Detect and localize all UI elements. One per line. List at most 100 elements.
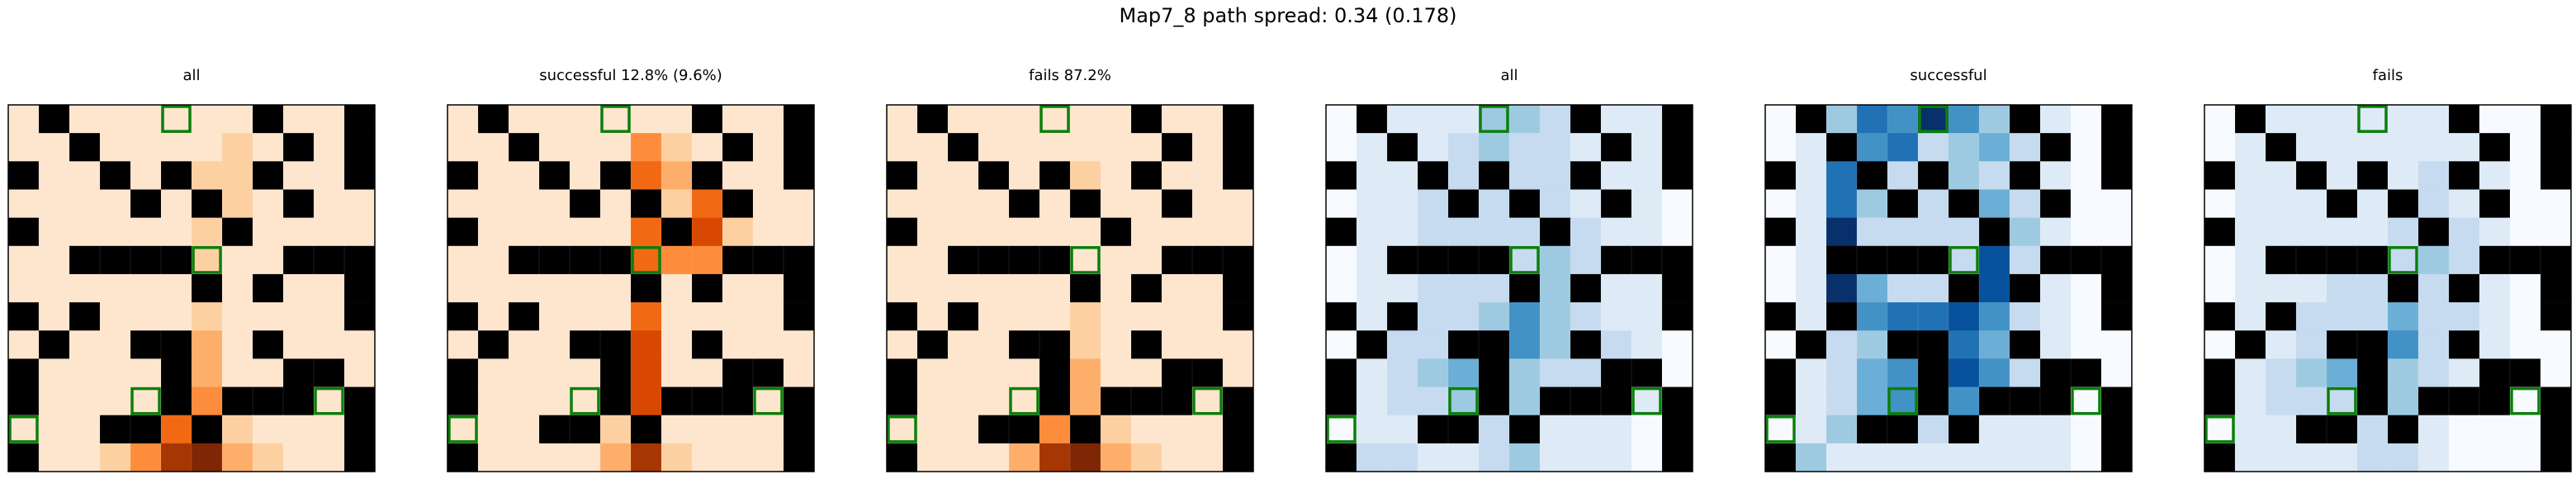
heat-cell [1448,273,1480,303]
heat-cell [784,330,815,359]
heat-cell [1192,273,1224,303]
wall-cell [2418,387,2450,415]
wall-cell [2204,217,2236,247]
heat-cell [1887,217,1919,247]
heat-cell [2235,217,2266,247]
wall-cell [2204,387,2236,415]
heat-cell [917,189,949,218]
heat-cell [2071,217,2102,247]
heat-cell [1570,443,1602,472]
heat-cell [2101,217,2133,247]
wall-cell [100,415,131,444]
heat-cell [130,133,162,162]
wall-cell [253,161,284,190]
heat-cell [1326,189,1357,218]
heat-cell [314,105,345,134]
heat-cell [784,217,815,247]
wall-cell [1326,302,1357,331]
heat-cell [978,358,1010,387]
heat-cell [1949,358,1980,387]
heat-cell [1601,443,1632,472]
heat-cell [948,161,979,190]
heat-cell [2296,273,2327,303]
panel-title-2: successful 12.8% (9.6%) [539,67,722,84]
heat-cell [344,330,376,359]
heat-cell [1357,387,1388,415]
wall-cell [1479,330,1510,359]
wall-cell [1192,245,1224,275]
heat-cell [1326,415,1357,444]
heat-cell [161,133,192,162]
heatmap-panel-1 [7,104,376,472]
wall-cell [1070,189,1101,218]
heat-cell [1387,443,1418,472]
heat-cell [39,161,70,190]
heat-cell [2418,273,2450,303]
heat-cell [692,189,723,218]
wall-cell [2357,387,2389,415]
heat-cell [1039,443,1071,472]
heat-cell [1509,387,1541,415]
heat-cell [2040,161,2072,190]
heat-cell [2010,415,2041,444]
heat-cell [1826,189,1858,218]
heat-cell [1570,415,1602,444]
wall-cell [2418,217,2450,247]
heat-cell [1509,133,1541,162]
wall-cell [784,105,815,134]
heat-cell [1070,133,1101,162]
heat-cell [1631,133,1663,162]
heat-cell [1857,217,1888,247]
heat-cell [253,133,284,162]
heat-cell [631,245,662,275]
goal-marker [1631,387,1662,415]
wall-cell [784,161,815,190]
heat-cell [2479,302,2511,331]
heat-cell [8,189,40,218]
wall-cell [2010,387,2041,415]
heat-cell [600,133,632,162]
heat-cell [1387,415,1418,444]
heat-cell [2388,443,2419,472]
heat-cell [1418,302,1449,331]
heat-cell [1131,245,1163,275]
panel-title-3: fails 87.2% [1029,67,1111,84]
heat-cell [130,302,162,331]
wall-cell [1223,443,1254,472]
heat-cell [39,443,70,472]
heat-cell [222,133,253,162]
wall-cell [1979,387,2010,415]
heat-cell [314,273,345,303]
goal-marker [2204,415,2235,443]
wall-cell [1601,387,1632,415]
wall-cell [887,387,918,415]
heat-cell [478,189,509,218]
heat-cell [2071,133,2102,162]
heat-cell [509,105,540,134]
heat-cell [1070,302,1101,331]
heat-cell [753,330,784,359]
heat-cell [1448,443,1480,472]
heat-cell [1796,133,1827,162]
wall-cell [2101,105,2133,134]
heat-cell [2204,330,2236,359]
wall-cell [2266,133,2297,162]
wall-cell [917,105,949,134]
heatmap-panel-3 [886,104,1254,472]
wall-cell [1662,105,1693,134]
heat-cell [478,302,509,331]
heat-cell [2235,358,2266,387]
heat-cell [539,133,571,162]
heat-cell [2235,443,2266,472]
wall-cell [692,105,723,134]
heat-cell [917,273,949,303]
wall-cell [2101,133,2133,162]
heat-cell [1887,273,1919,303]
heat-cell [222,302,253,331]
heat-cell [2235,387,2266,415]
heat-cell [722,330,754,359]
wall-cell [2327,245,2358,275]
heat-cell [344,217,376,247]
wall-cell [1918,330,1949,359]
axes-frame [7,104,376,472]
